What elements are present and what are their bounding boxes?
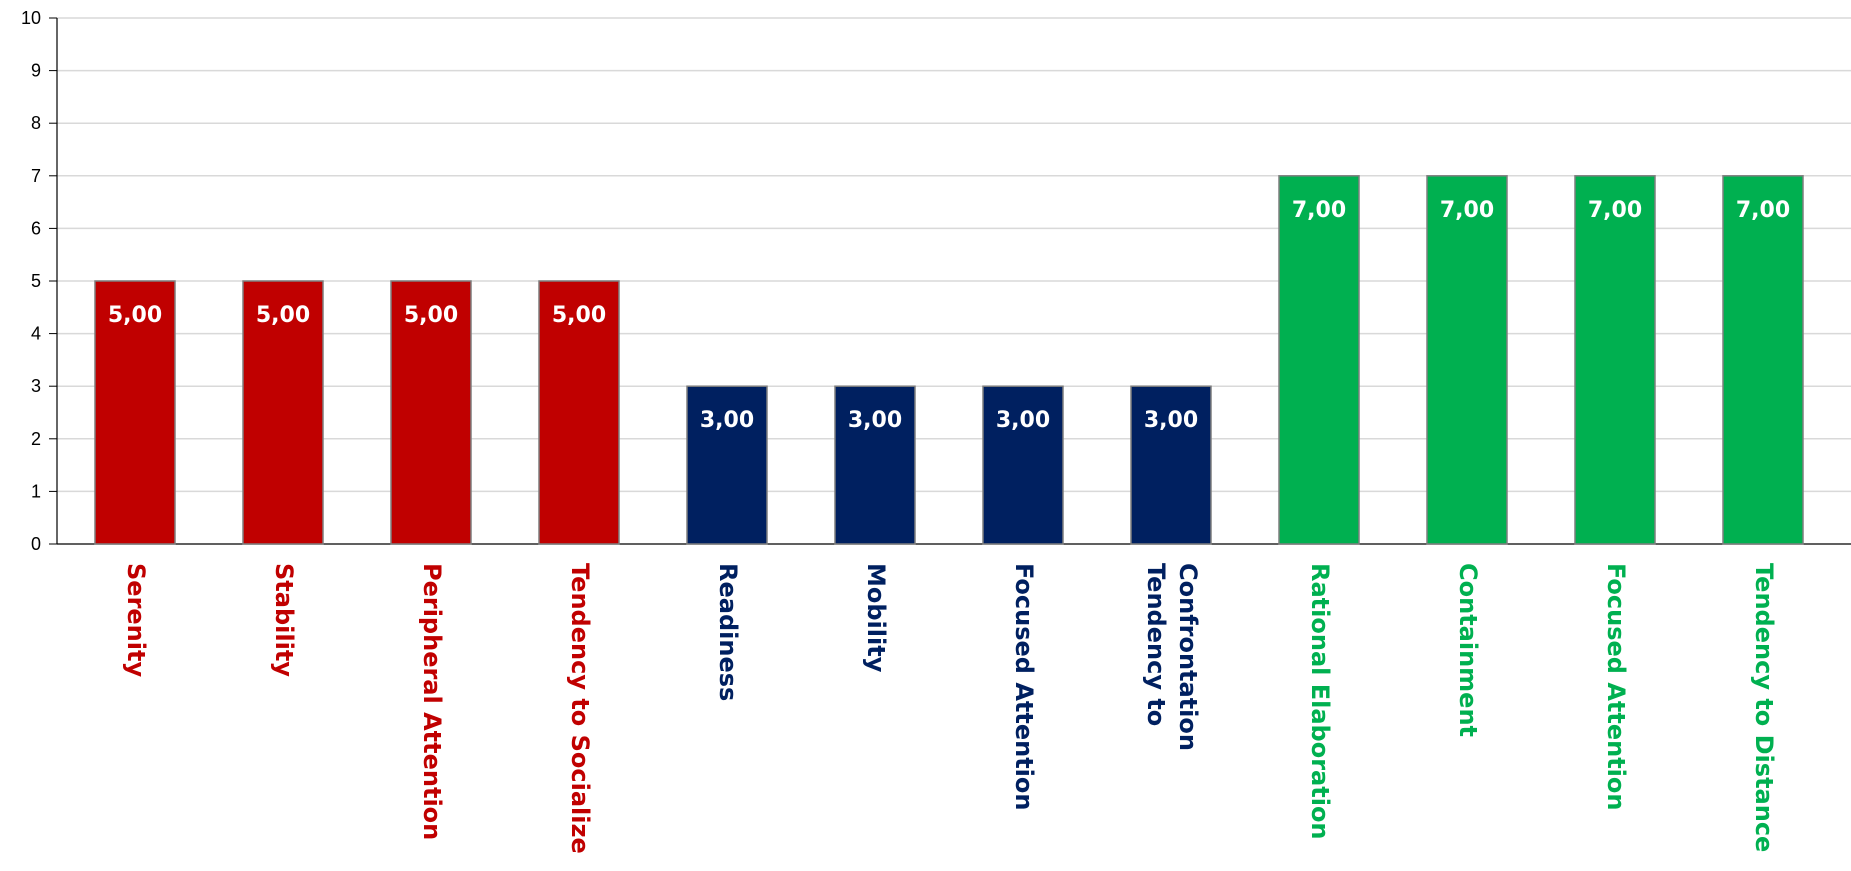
data-label: 3,00 [1144, 408, 1198, 433]
bar [834, 385, 916, 545]
data-label: 5,00 [108, 303, 162, 328]
y-tick-label: 4 [31, 324, 41, 344]
x-tick-label: Focused Attention [1602, 563, 1630, 810]
y-tick-label: 6 [31, 218, 41, 238]
category-labels: Serenity Stability Peripheral Attention Ten… [122, 563, 1778, 854]
x-tick-label: Tendency to [1142, 563, 1170, 726]
y-tick-label: 7 [31, 166, 41, 186]
x-tick-label: Containment [1454, 563, 1482, 737]
y-tick-label: 10 [21, 8, 41, 28]
x-tick-label: Rational Elaboration [1306, 563, 1334, 840]
bar [982, 385, 1064, 545]
data-label: 7,00 [1588, 198, 1642, 223]
x-tick-label: Mobility [862, 563, 890, 673]
data-label: 7,00 [1292, 198, 1346, 223]
y-tick-label: 5 [31, 271, 41, 291]
bars [94, 175, 1804, 545]
x-tick-label: Readiness [714, 563, 742, 701]
data-label: 7,00 [1736, 198, 1790, 223]
y-tick-label: 8 [31, 113, 41, 133]
x-tick-label: Serenity [122, 563, 150, 677]
bar [538, 280, 620, 545]
y-axis: 0 1 2 3 4 5 6 7 8 9 10 [21, 8, 58, 554]
y-tick-label: 1 [31, 481, 41, 501]
x-tick-label: Tendency to Distance [1750, 563, 1778, 852]
bar [242, 280, 324, 545]
data-label: 5,00 [404, 303, 458, 328]
value-labels: 5,00 5,00 5,00 5,00 3,00 3,00 3,00 3,00 7,00 7,00… [108, 198, 1790, 433]
data-label: 5,00 [552, 303, 606, 328]
bar [1426, 175, 1508, 545]
y-tick-label: 9 [31, 61, 41, 81]
x-tick-label: Tendency to Socialize [566, 563, 594, 854]
x-tick-label: Stability [270, 563, 298, 677]
bar [1722, 175, 1804, 545]
data-label: 5,00 [256, 303, 310, 328]
y-tick-label: 0 [31, 534, 41, 554]
bar [390, 280, 472, 545]
gridlines [57, 17, 1851, 493]
data-label: 3,00 [700, 408, 754, 433]
data-label: 3,00 [848, 408, 902, 433]
y-tick-label: 3 [31, 376, 41, 396]
bar [94, 280, 176, 545]
x-tick-label: Confrontation [1174, 563, 1202, 751]
x-tick-label: Peripheral Attention [418, 563, 446, 840]
x-tick-label: Focused Attention [1010, 563, 1038, 810]
data-label: 7,00 [1440, 198, 1494, 223]
data-label: 3,00 [996, 408, 1050, 433]
bar [1278, 175, 1360, 545]
bar [1574, 175, 1656, 545]
bar [1130, 385, 1212, 545]
bar [686, 385, 768, 545]
y-tick-label: 2 [31, 429, 41, 449]
